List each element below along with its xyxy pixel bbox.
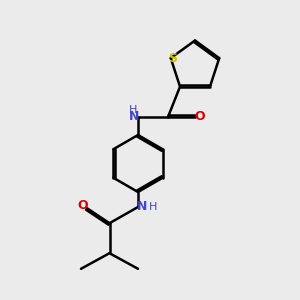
- Text: S: S: [168, 52, 177, 64]
- Text: N: N: [136, 200, 147, 214]
- Text: N: N: [129, 110, 140, 124]
- Text: O: O: [77, 199, 88, 212]
- Text: O: O: [194, 110, 205, 124]
- Text: H: H: [129, 105, 138, 116]
- Text: H: H: [149, 202, 157, 212]
